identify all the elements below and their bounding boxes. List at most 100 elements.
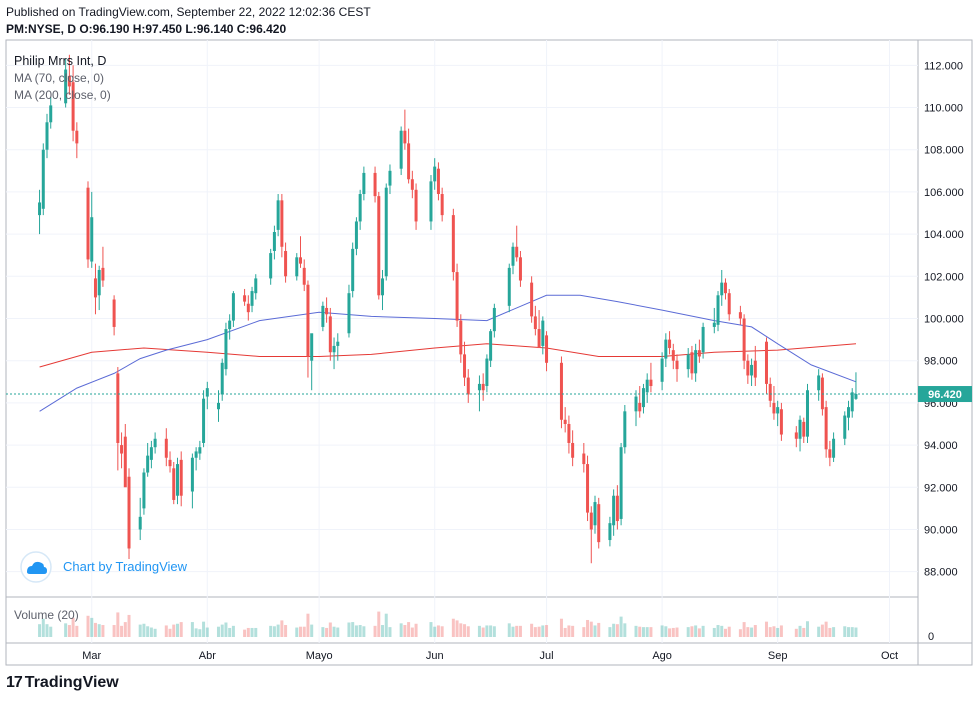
tradingview-watermark[interactable]: Chart by TradingView: [20, 551, 188, 583]
volume-bar: [351, 622, 355, 637]
volume-bar: [224, 622, 228, 637]
volume-bar: [149, 627, 153, 637]
candle: [671, 343, 675, 370]
candle-body: [772, 402, 776, 414]
candle: [224, 322, 228, 376]
candle: [153, 432, 157, 454]
candle: [194, 447, 198, 471]
volume-bar: [373, 625, 377, 637]
candle-body: [518, 257, 522, 281]
candle: [828, 440, 832, 467]
volume-bar: [306, 613, 310, 637]
candle-body: [571, 442, 575, 458]
volume-bar: [429, 622, 433, 637]
candle: [172, 461, 176, 505]
candle: [138, 497, 142, 541]
candle-body: [410, 179, 414, 190]
candle: [179, 451, 183, 507]
volume-bar: [634, 625, 638, 637]
volume-bar: [168, 628, 172, 637]
time-tick-label: Jul: [540, 650, 554, 662]
candle-body: [254, 278, 258, 294]
volume-bar: [593, 625, 597, 637]
candle-body: [846, 407, 850, 418]
candle-body: [828, 449, 832, 458]
candle: [276, 194, 280, 237]
candle: [49, 96, 53, 129]
candle-body: [284, 250, 288, 277]
price-tick-label: 90.000: [924, 524, 958, 536]
candle-body: [586, 464, 590, 513]
volume-bar: [97, 624, 101, 637]
volume-bar: [567, 625, 571, 637]
volume-bar: [582, 627, 586, 637]
candle-body: [97, 269, 101, 296]
candle: [459, 314, 463, 363]
candle: [615, 485, 619, 530]
candle-body: [146, 455, 150, 473]
candle: [850, 388, 854, 418]
candle: [477, 375, 481, 412]
candle: [817, 369, 821, 401]
volume-bar: [381, 625, 385, 637]
volume-bar: [254, 627, 258, 637]
volume-bar: [67, 625, 71, 637]
candle-body: [533, 316, 537, 330]
candle: [93, 263, 97, 315]
volume-bar: [164, 625, 168, 637]
candle: [533, 305, 537, 336]
volume-bar: [75, 625, 79, 637]
candle: [123, 423, 127, 488]
candle: [403, 109, 407, 150]
candle: [120, 432, 124, 469]
candle: [824, 400, 828, 458]
candle: [660, 352, 664, 391]
candle: [302, 259, 306, 292]
candle: [567, 415, 571, 454]
candle: [67, 54, 71, 95]
candle: [779, 402, 783, 441]
candle: [250, 286, 254, 313]
volume-bar: [671, 627, 675, 637]
candle-body: [354, 221, 358, 249]
volume-bar: [723, 628, 727, 637]
candle-body: [243, 295, 247, 302]
candle: [537, 310, 541, 349]
volume-bar: [93, 622, 97, 637]
candle: [246, 295, 250, 321]
volume-bar: [533, 627, 537, 637]
volume-bar: [764, 621, 768, 637]
last-price-label: 96.420: [928, 389, 962, 401]
price-tick-label: 100.000: [924, 314, 964, 326]
candle: [768, 377, 772, 408]
candle: [608, 516, 612, 547]
candle: [407, 128, 411, 184]
candle-body: [742, 318, 746, 361]
candle-body: [64, 69, 68, 104]
volume-bar: [798, 625, 802, 637]
candle-body: [615, 495, 619, 522]
candle-body: [463, 354, 467, 378]
volume-bar: [477, 625, 481, 637]
candle-body: [675, 360, 679, 370]
volume-bar: [45, 624, 49, 637]
candle-body: [634, 396, 638, 412]
candle: [727, 288, 731, 321]
volume-bar: [112, 625, 116, 637]
candle: [738, 305, 742, 325]
time-tick-label: Sep: [768, 650, 788, 662]
candle-body: [336, 341, 340, 346]
candle-body: [153, 438, 157, 448]
candle-body: [649, 379, 653, 387]
candle-body: [768, 383, 772, 401]
candle-body: [582, 453, 586, 465]
candle: [358, 189, 362, 230]
candle: [354, 217, 358, 256]
candle-body: [541, 320, 545, 346]
candle-body: [75, 130, 79, 144]
candle: [451, 208, 455, 281]
candle: [325, 297, 329, 323]
candle-body: [190, 457, 194, 492]
volume-bar: [410, 627, 414, 637]
